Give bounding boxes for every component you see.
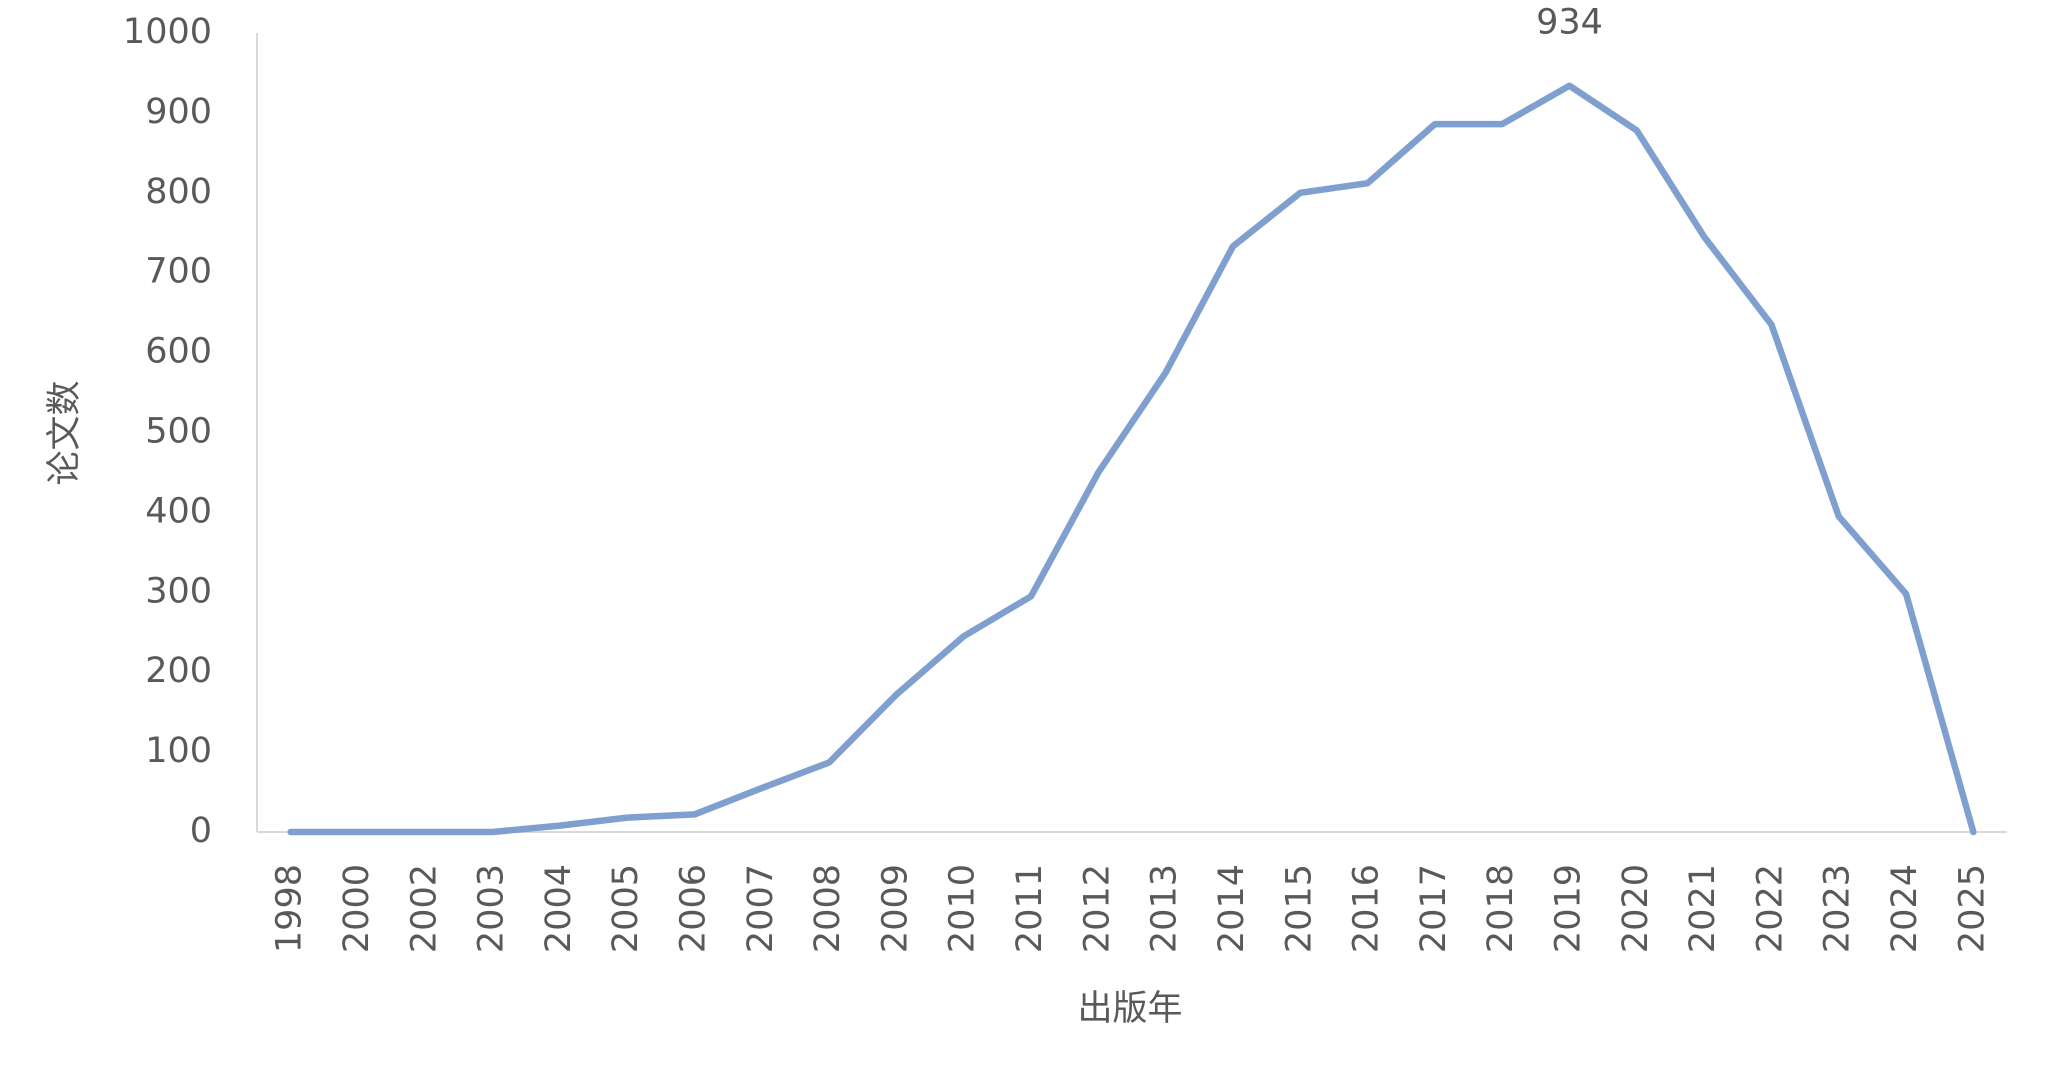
x-tick-label: 2006 xyxy=(674,864,714,953)
y-tick-label: 400 xyxy=(145,491,212,531)
x-tick-label: 2011 xyxy=(1010,864,1050,953)
data-label: 934 xyxy=(1536,3,1603,43)
y-tick-label: 900 xyxy=(145,92,212,132)
x-tick-label: 1998 xyxy=(270,864,310,953)
x-tick-label: 2013 xyxy=(1145,864,1185,953)
y-tick-label: 600 xyxy=(145,332,212,372)
x-tick-label: 2005 xyxy=(606,864,646,953)
x-tick-label: 2003 xyxy=(472,864,512,953)
y-tick-label: 1000 xyxy=(123,12,212,52)
x-tick-label: 2017 xyxy=(1414,864,1454,953)
x-tick-label: 2012 xyxy=(1077,864,1117,953)
x-tick-label: 2014 xyxy=(1212,864,1252,953)
x-tick-label: 2009 xyxy=(875,864,915,953)
y-tick-label: 100 xyxy=(145,731,212,771)
y-tick-label: 200 xyxy=(145,651,212,691)
y-tick-label: 800 xyxy=(145,172,212,212)
x-tick-label: 2025 xyxy=(1952,864,1992,953)
x-tick-label: 2002 xyxy=(404,864,444,953)
x-tick-label: 2007 xyxy=(741,864,781,953)
x-tick-label: 2024 xyxy=(1885,864,1925,953)
x-tick-label: 2015 xyxy=(1279,864,1319,953)
x-axis-title: 出版年 xyxy=(1077,989,1182,1029)
y-tick-label: 700 xyxy=(145,252,212,292)
x-tick-label: 2021 xyxy=(1683,864,1723,953)
x-tick-label: 2018 xyxy=(1481,864,1521,953)
data-line xyxy=(287,82,1977,836)
x-tick-label: 2000 xyxy=(337,864,377,953)
y-tick-label: 300 xyxy=(145,571,212,611)
y-tick-label: 500 xyxy=(145,412,212,452)
x-tick-label: 2010 xyxy=(943,864,983,953)
x-tick-label: 2016 xyxy=(1347,864,1387,953)
x-tick-label: 2023 xyxy=(1818,864,1858,953)
x-tick-label: 2008 xyxy=(808,864,848,953)
y-axis-title: 论文数 xyxy=(45,380,85,485)
x-tick-label: 2020 xyxy=(1616,864,1656,953)
x-tick-label: 2019 xyxy=(1549,864,1589,953)
y-tick-label: 0 xyxy=(190,811,212,851)
x-tick-label: 2004 xyxy=(539,864,579,953)
x-tick-label: 2022 xyxy=(1750,864,1790,953)
